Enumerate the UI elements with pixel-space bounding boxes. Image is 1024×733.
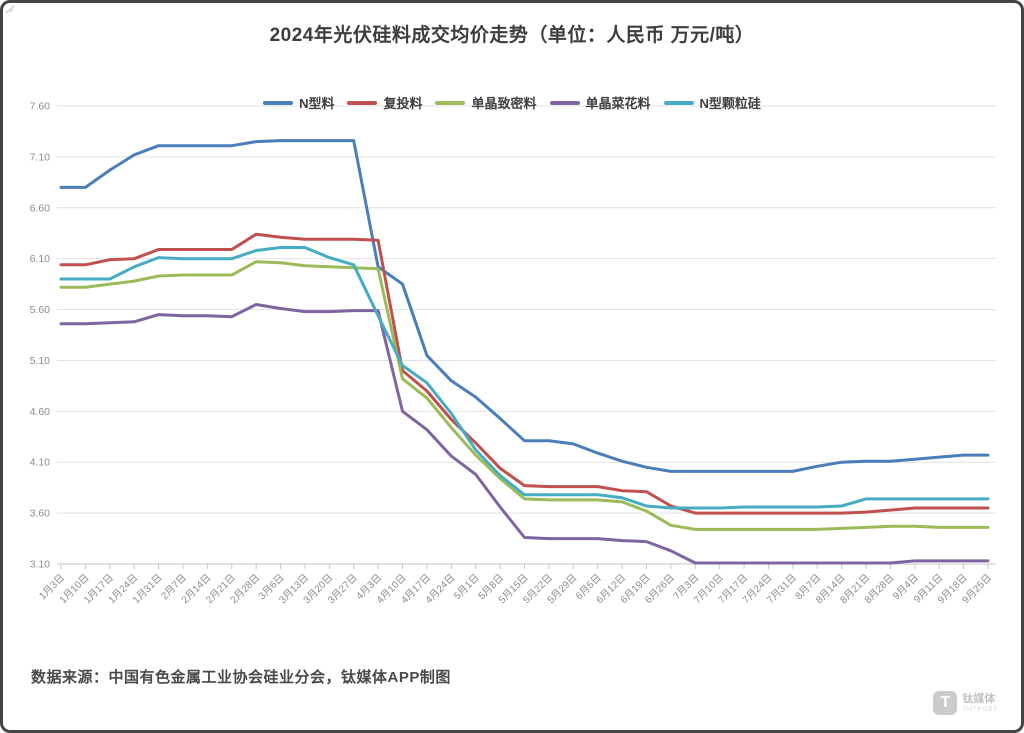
y-tick-label: 7.60 [30, 101, 51, 113]
y-tick-label: 6.60 [30, 202, 51, 214]
y-tick-label: 3.10 [30, 559, 51, 571]
legend-line-swatch [263, 100, 294, 105]
chart-legend: N型料 复投料 单晶致密料 单晶菜花料 N型颗粒硅 [0, 93, 1024, 112]
watermark-brand: 钛媒体 [962, 692, 996, 705]
series-line-0 [59, 139, 990, 473]
source-note: 数据来源：中国有色金属工业协会硅业分会，钛媒体APP制图 [31, 669, 451, 686]
legend-label: 复投料 [383, 96, 423, 111]
y-tick-label: 5.60 [30, 304, 51, 316]
y-tick-label: 5.10 [30, 355, 51, 367]
legend-item-2: 单晶致密料 [435, 93, 537, 112]
legend-label: N型颗粒硅 [699, 96, 761, 111]
legend-line-swatch [347, 100, 378, 105]
y-tick-label: 4.60 [30, 406, 51, 418]
y-axis-labels: 3.10 3.60 4.10 4.60 5.10 5.60 6.10 6.60 7.10 7.60 [30, 101, 51, 571]
series-line-3 [59, 303, 990, 565]
series-line-2 [59, 260, 990, 531]
tmtpost-logo-icon: T [933, 691, 958, 715]
y-tick-label: 4.10 [30, 457, 51, 469]
watermark: T 钛媒体 TMTPOST [933, 691, 998, 715]
legend-item-4: N型颗粒硅 [663, 93, 761, 112]
y-tick-label: 3.60 [30, 508, 51, 520]
series-line-1 [59, 232, 990, 515]
legend-line-swatch [435, 100, 466, 105]
corner-artifact [3, 3, 19, 19]
legend-item-0: N型料 [263, 93, 334, 112]
legend-label: 单晶致密料 [471, 96, 537, 111]
legend-item-1: 复投料 [347, 93, 422, 112]
legend-label: 单晶菜花料 [585, 96, 651, 111]
legend-line-swatch [549, 100, 580, 105]
x-axis-labels: 1月3日1月10日1月17日1月24日1月31日2月7日2月14日2月21日2月… [37, 572, 994, 606]
y-tick-label: 6.10 [30, 253, 51, 265]
y-tick-label: 7.10 [30, 151, 51, 163]
legend-item-3: 单晶菜花料 [549, 93, 651, 112]
legend-line-swatch [663, 100, 694, 105]
watermark-brand-en: TMTPOST [962, 706, 998, 713]
price-line-chart: 3.10 3.60 4.10 4.60 5.10 5.60 6.10 6.60 7.10 7.60… [30, 101, 996, 606]
x-axis-ticks [60, 564, 989, 569]
chart-title: 2024年光伏硅料成交均价走势（单位：人民币 万元/吨） [269, 25, 755, 46]
series-line-4 [59, 246, 990, 510]
x-tick-label: 5月1日 [451, 572, 481, 602]
legend-label: N型料 [299, 96, 335, 111]
